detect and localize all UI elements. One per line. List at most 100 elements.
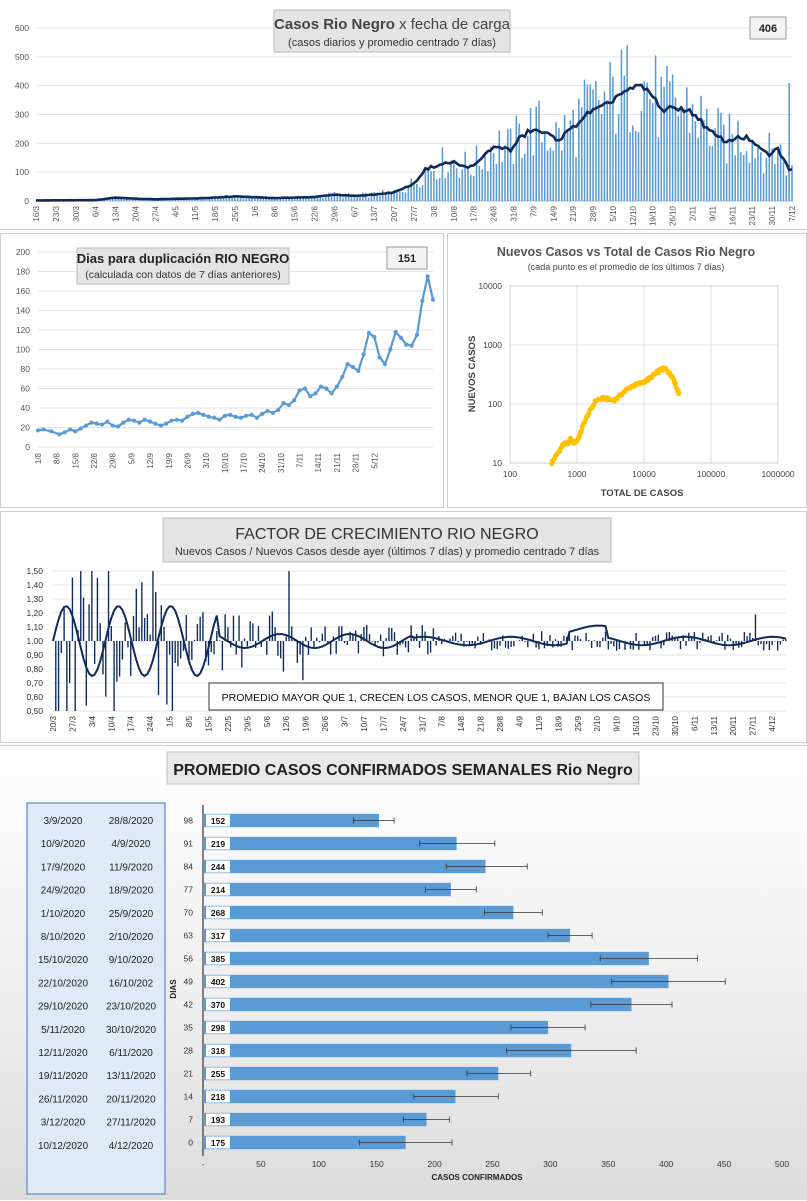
- daily-bar: [683, 109, 685, 201]
- daily-bar: [575, 157, 577, 201]
- weekly-xtick: 100: [312, 1159, 326, 1169]
- doubling-point: [36, 428, 40, 432]
- weekly-bar: [203, 1113, 426, 1126]
- growth-bar: [177, 641, 178, 666]
- doubling-xtick: 17/10: [240, 452, 249, 473]
- growth-bar: [186, 615, 187, 641]
- weekly-value-label: 175: [211, 1138, 225, 1148]
- daily-bar: [484, 153, 486, 201]
- daily-xtick: 16/3: [32, 205, 41, 221]
- growth-bar: [58, 641, 59, 711]
- daily-xtick: 20/7: [390, 205, 399, 221]
- daily-bar: [760, 152, 762, 201]
- growth-bar: [152, 571, 153, 641]
- growth-xtick: 4/12: [768, 715, 777, 731]
- weekly-xtick: 400: [659, 1159, 673, 1169]
- daily-xtick: 26/10: [669, 205, 678, 226]
- growth-bar: [169, 641, 170, 655]
- weekly-days-label: 42: [184, 1000, 194, 1010]
- growth-xtick: 30/10: [671, 715, 680, 736]
- growth-bar: [599, 641, 600, 647]
- doubling-point: [175, 418, 179, 422]
- daily-xtick: 10/8: [450, 205, 459, 221]
- daily-bar: [564, 115, 566, 201]
- doubling-ytick: 160: [16, 286, 30, 296]
- daily-bar: [754, 158, 756, 201]
- weekly-days-label: 98: [184, 816, 194, 826]
- growth-xtick: 11/9: [535, 715, 544, 731]
- growth-bar: [316, 638, 317, 641]
- weekly-value-label: 298: [211, 1023, 225, 1033]
- growth-bar: [513, 641, 514, 646]
- daily-ytick: 200: [15, 138, 29, 148]
- growth-bar: [141, 582, 142, 641]
- growth-bar: [771, 641, 772, 645]
- weekly-date-start: 23/10/2020: [106, 1002, 156, 1013]
- doubling-ytick: 180: [16, 267, 30, 277]
- doubling-point: [143, 418, 147, 422]
- daily-bar: [555, 122, 557, 201]
- growth-xtick: 7/8: [438, 715, 447, 727]
- growth-bar: [477, 636, 478, 641]
- daily-bar: [496, 164, 498, 201]
- daily-xtick: 24/8: [490, 205, 499, 221]
- growth-bar: [455, 633, 456, 641]
- weekly-value-label: 219: [211, 839, 225, 849]
- growth-bar: [358, 641, 359, 653]
- growth-bar: [619, 641, 620, 649]
- daily-bar: [660, 77, 662, 201]
- doubling-point: [196, 411, 200, 415]
- weekly-xtick: 250: [485, 1159, 499, 1169]
- doubling-point: [207, 415, 211, 419]
- growth-bar: [313, 641, 314, 647]
- growth-xtick: 20/3: [49, 715, 58, 731]
- daily-xtick: 5/10: [609, 205, 618, 221]
- growth-note: PROMEDIO MAYOR QUE 1, CRECEN LOS CASOS, …: [222, 692, 651, 704]
- weekly-chart: PROMEDIO CASOS CONFIRMADOS SEMANALES Rio…: [0, 746, 807, 1201]
- daily-bar: [322, 198, 324, 201]
- daily-bar: [467, 167, 469, 201]
- daily-xtick: 30/3: [72, 205, 81, 221]
- scatter-xtick: 100000: [697, 469, 726, 479]
- daily-bar: [649, 99, 651, 201]
- growth-bar: [163, 627, 164, 641]
- daily-bar: [737, 121, 739, 201]
- growth-bar: [710, 635, 711, 641]
- doubling-point: [180, 419, 184, 423]
- daily-bar: [604, 91, 606, 201]
- doubling-point: [116, 424, 120, 428]
- growth-bar: [749, 633, 750, 641]
- growth-bar: [258, 626, 259, 641]
- daily-bar: [706, 109, 708, 201]
- daily-bar: [703, 120, 705, 201]
- daily-bar: [646, 83, 648, 201]
- weekly-date-start: 4/12/2020: [109, 1141, 154, 1152]
- daily-xtick: 7/9: [529, 205, 538, 217]
- growth-bar: [449, 638, 450, 641]
- growth-bar: [155, 592, 156, 641]
- growth-bar: [66, 641, 67, 711]
- growth-bar: [497, 641, 498, 649]
- growth-bar: [136, 589, 137, 641]
- growth-ytick: 0,60: [26, 692, 43, 702]
- growth-bar: [588, 640, 589, 641]
- weekly-days-label: 0: [188, 1138, 193, 1148]
- daily-bar: [751, 140, 753, 201]
- daily-xtick: 31/8: [509, 205, 518, 221]
- growth-bar: [780, 641, 781, 644]
- growth-ytick: 1,00: [26, 636, 43, 646]
- weekly-bar: [203, 1067, 498, 1080]
- doubling-point: [378, 355, 382, 359]
- weekly-days-label: 14: [184, 1092, 194, 1102]
- growth-bar: [280, 641, 281, 658]
- doubling-xtick: 15/8: [71, 452, 80, 468]
- weekly-date-start: 4/9/2020: [112, 839, 151, 850]
- doubling-xtick: 5/9: [127, 452, 136, 464]
- scatter-ytick: 100: [488, 399, 502, 409]
- growth-bar: [124, 622, 125, 641]
- growth-bar: [577, 636, 578, 641]
- growth-bar: [319, 641, 320, 642]
- weekly-date-end: 3/12/2020: [41, 1118, 86, 1129]
- daily-bar: [743, 155, 745, 201]
- doubling-point: [89, 421, 93, 425]
